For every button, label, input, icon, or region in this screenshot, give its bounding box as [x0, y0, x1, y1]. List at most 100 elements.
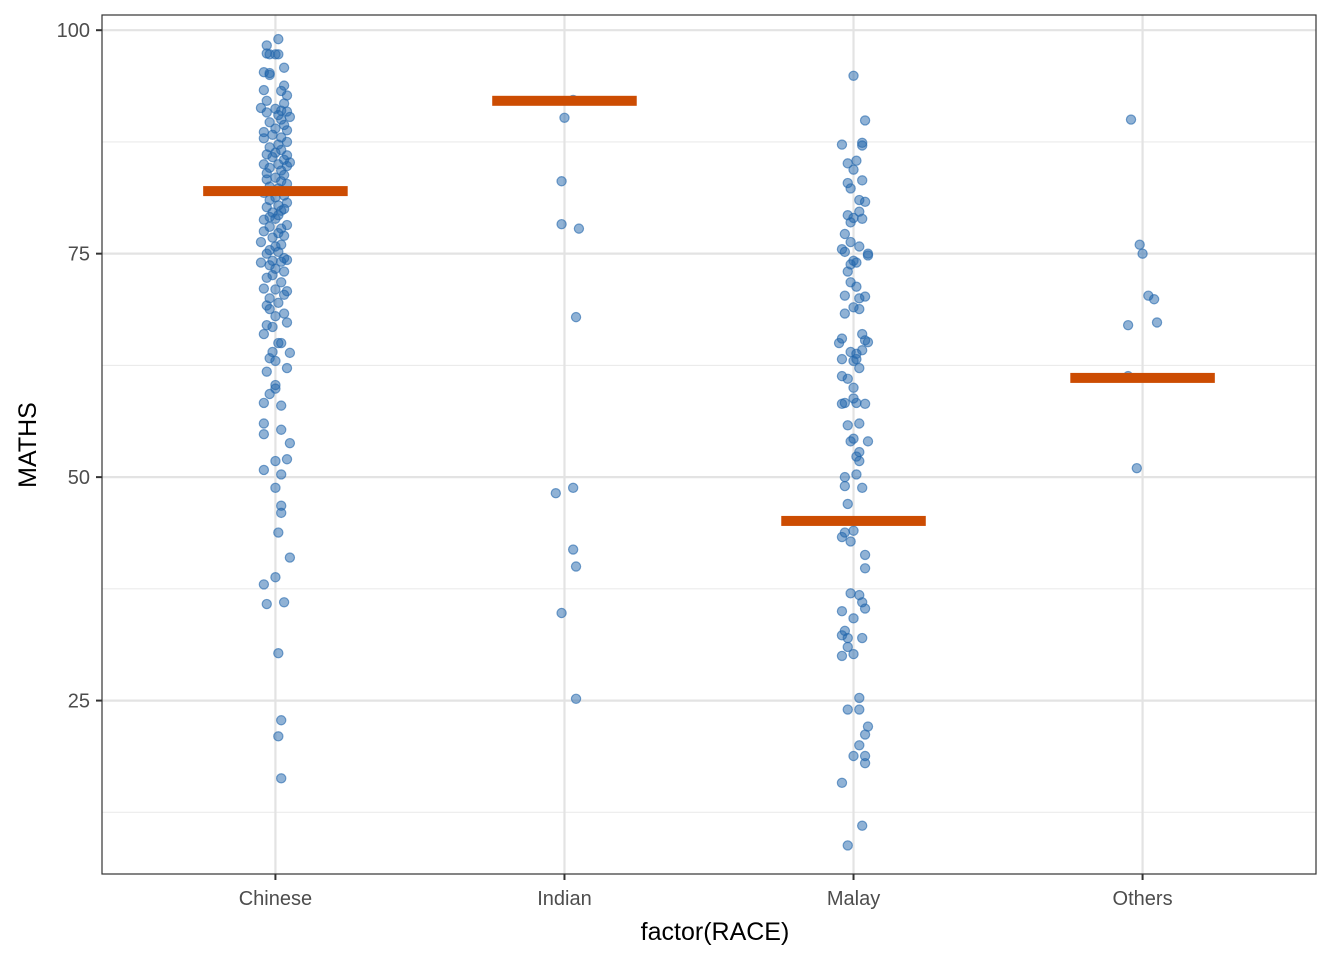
data-point-malay: [854, 293, 865, 304]
data-point-chinese: [261, 366, 272, 377]
data-point-malay: [851, 353, 862, 365]
data-point-malay: [859, 729, 871, 740]
data-point-indian: [570, 693, 582, 705]
data-point-malay: [851, 397, 862, 409]
data-point-chinese: [264, 69, 275, 81]
data-point-malay: [839, 246, 851, 258]
data-point-chinese: [284, 437, 296, 449]
data-point-chinese: [278, 289, 290, 300]
data-point-chinese: [281, 362, 293, 374]
data-point-others: [1151, 317, 1163, 328]
data-point-chinese: [284, 111, 296, 123]
data-point-malay: [854, 362, 865, 374]
data-point-chinese: [278, 62, 290, 73]
data-point-malay: [859, 549, 871, 561]
data-point-chinese: [255, 236, 267, 248]
data-point-malay: [836, 606, 848, 617]
data-point-malay: [859, 115, 871, 126]
data-point-malay: [848, 70, 859, 81]
data-point-chinese: [278, 230, 290, 241]
data-point-malay: [859, 398, 871, 410]
plot-background: [102, 15, 1316, 874]
data-point-chinese: [270, 482, 281, 494]
data-point-indian: [573, 223, 585, 234]
data-point-chinese: [273, 527, 284, 538]
x-tick-label: Malay: [827, 888, 880, 910]
data-point-malay: [842, 266, 853, 277]
data-point-malay: [859, 757, 871, 769]
data-point-chinese: [267, 129, 278, 140]
data-point-malay: [851, 155, 862, 166]
data-point-chinese: [273, 33, 284, 45]
mean-bar-others: [1070, 372, 1215, 383]
data-point-indian: [556, 607, 567, 619]
data-point-chinese: [258, 579, 270, 590]
data-point-indian: [570, 311, 582, 323]
data-point-malay: [854, 704, 865, 715]
mean-bar-malay: [781, 515, 926, 526]
data-point-chinese: [258, 283, 270, 294]
data-point-chinese: [281, 125, 293, 136]
data-point-malay: [859, 563, 871, 574]
data-point-malay: [836, 353, 848, 365]
data-point-malay: [856, 140, 868, 151]
y-tick-label: 75: [68, 244, 90, 266]
data-point-malay: [862, 336, 874, 348]
x-tick-label: Indian: [537, 888, 592, 910]
data-point-chinese: [281, 454, 293, 465]
data-point-chinese: [273, 49, 284, 60]
data-point-chinese: [264, 303, 275, 315]
mean-bars: [203, 95, 1215, 526]
data-point-chinese: [276, 400, 287, 411]
data-point-malay: [833, 337, 845, 349]
data-point-others: [1137, 248, 1148, 259]
data-point-malay: [842, 840, 853, 851]
data-point-malay: [856, 482, 868, 494]
data-point-chinese: [273, 297, 284, 309]
data-point-chinese: [281, 317, 293, 328]
data-point-chinese: [270, 311, 281, 322]
data-point-malay: [862, 436, 874, 447]
data-point-chinese: [276, 256, 287, 267]
data-point-indian: [570, 561, 582, 572]
data-point-chinese: [278, 597, 290, 608]
data-point-indian: [567, 544, 579, 555]
data-point-malay: [851, 281, 862, 292]
y-axis-title: MATHS: [14, 402, 42, 488]
data-point-malay: [854, 740, 865, 751]
panel-border: [101, 14, 1317, 875]
data-point-malay: [842, 704, 853, 715]
data-point-malay: [836, 650, 848, 662]
y-tick-label: 100: [57, 20, 90, 42]
data-point-chinese: [261, 272, 272, 283]
data-point-chinese: [278, 308, 290, 319]
data-point-chinese: [264, 117, 275, 128]
mean-bar-indian: [492, 95, 637, 106]
data-point-malay: [854, 418, 865, 429]
data-point-others: [1148, 294, 1160, 305]
data-point-malay: [851, 469, 862, 480]
data-point-chinese: [276, 337, 287, 349]
data-point-malay: [848, 164, 859, 175]
data-point-malay: [839, 308, 851, 319]
data-point-malay: [836, 139, 848, 150]
data-point-malay: [845, 183, 856, 194]
data-point-malay: [856, 175, 868, 186]
data-point-malay: [845, 217, 856, 228]
data-point-malay: [842, 498, 853, 510]
data-point-malay: [839, 397, 851, 409]
data-point-chinese: [270, 455, 281, 467]
data-point-malay: [845, 236, 856, 248]
data-point-malay: [839, 480, 851, 492]
data-point-chinese: [284, 552, 296, 563]
data-point-chinese: [258, 464, 270, 476]
data-point-chinese: [261, 107, 272, 118]
data-point-chinese: [258, 84, 270, 96]
data-point-others: [1125, 114, 1137, 125]
data-point-malay: [842, 632, 853, 644]
data-point-malay: [839, 471, 851, 483]
data-point-malay: [848, 648, 859, 660]
data-point-malay: [842, 373, 853, 385]
data-point-chinese: [273, 246, 284, 258]
data-point-indian: [567, 482, 579, 494]
